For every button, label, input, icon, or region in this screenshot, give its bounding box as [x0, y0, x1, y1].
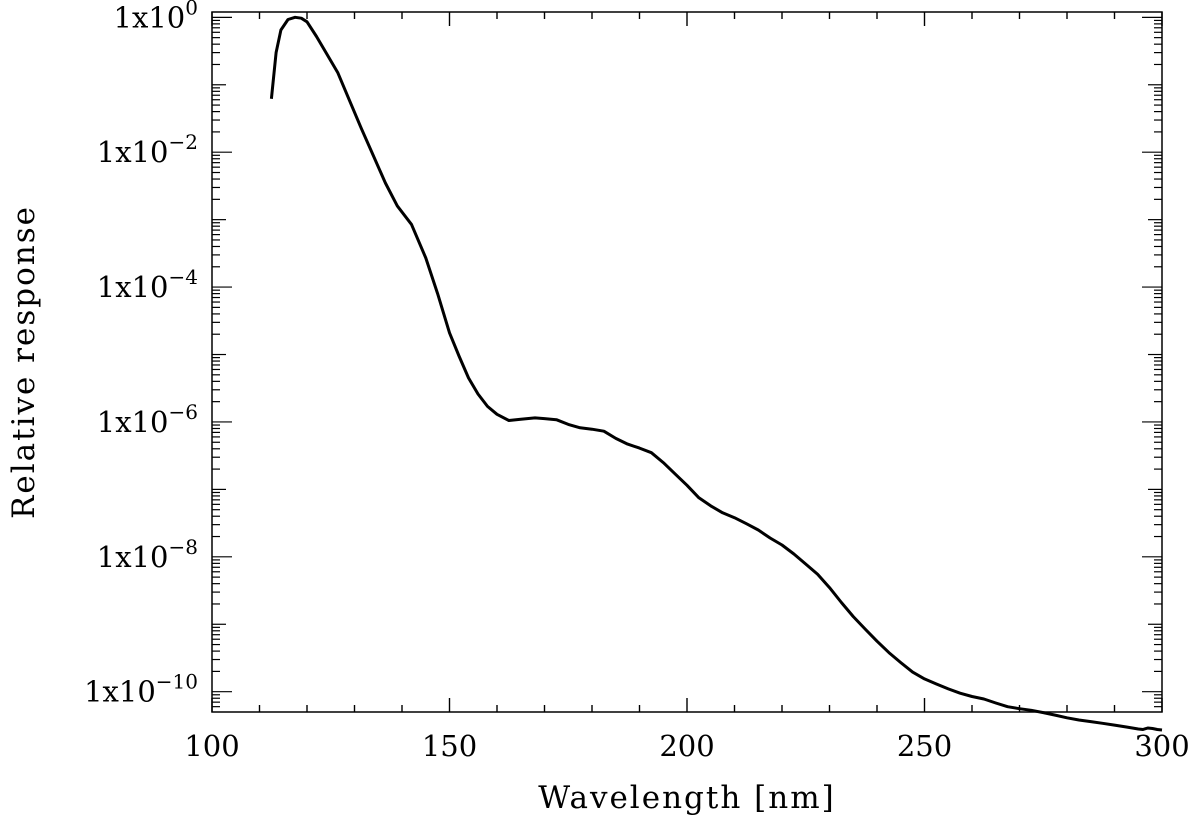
plot-frame — [211, 11, 1163, 713]
y-tick-label: 1x10−10 — [84, 670, 198, 709]
x-axis-label: Wavelength [nm] — [538, 780, 835, 816]
y-tick-label: 1x10−8 — [97, 535, 198, 574]
x-tick-label: 300 — [1134, 729, 1189, 763]
tick-labels: 100 150 200 250 300 1x100 1x10−2 1x10−4 1x10−6 1x… — [84, 0, 1190, 763]
y-tick-label: 1x10−4 — [97, 265, 198, 304]
y-tick-label: 1x10−2 — [97, 130, 198, 169]
tick-marks — [211, 12, 1163, 712]
x-tick-label: 200 — [659, 729, 714, 763]
data-layer — [269, 15, 1163, 732]
y-tick-label: 1x10−6 — [97, 400, 198, 439]
y-axis-label: Relative response — [6, 205, 42, 519]
x-tick-label: 100 — [184, 729, 239, 763]
x-tick-label: 250 — [897, 729, 952, 763]
x-tick-label: 150 — [422, 729, 477, 763]
response-curve — [269, 15, 1163, 732]
y-tick-label: 1x100 — [114, 0, 198, 34]
